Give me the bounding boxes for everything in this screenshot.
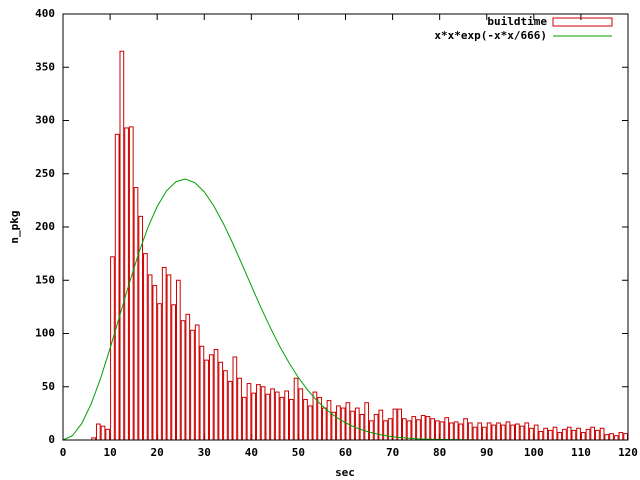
y-axis-label: n_pkg xyxy=(8,210,21,243)
x-tick-label: 30 xyxy=(198,446,211,459)
x-axis-label: sec xyxy=(335,466,355,479)
x-tick-label: 50 xyxy=(292,446,305,459)
x-tick-label: 0 xyxy=(60,446,67,459)
x-tick-label: 90 xyxy=(480,446,493,459)
y-tick-label: 400 xyxy=(35,7,55,20)
x-tick-label: 120 xyxy=(618,446,638,459)
curve xyxy=(62,178,628,441)
legend-label: buildtime xyxy=(487,15,547,28)
x-tick-label: 20 xyxy=(151,446,164,459)
y-tick-label: 150 xyxy=(35,273,55,286)
x-tick-label: 10 xyxy=(103,446,116,459)
legend-swatch xyxy=(552,17,613,27)
y-tick-label: 300 xyxy=(35,114,55,127)
x-tick-label: 40 xyxy=(245,446,258,459)
x-tick-label: 100 xyxy=(524,446,544,459)
y-tick-label: 0 xyxy=(48,433,55,446)
y-tick-label: 100 xyxy=(35,327,55,340)
legend-label: x*x*exp(-x*x/666) xyxy=(434,29,547,42)
y-tick-label: 250 xyxy=(35,167,55,180)
y-tick-label: 200 xyxy=(35,220,55,233)
x-tick-label: 110 xyxy=(571,446,591,459)
plot-frame xyxy=(62,13,629,441)
x-tick-label: 60 xyxy=(339,446,352,459)
x-tick-label: 80 xyxy=(433,446,446,459)
y-tick-label: 350 xyxy=(35,60,55,73)
y-tick-label: 50 xyxy=(42,380,55,393)
x-tick-label: 70 xyxy=(386,446,399,459)
